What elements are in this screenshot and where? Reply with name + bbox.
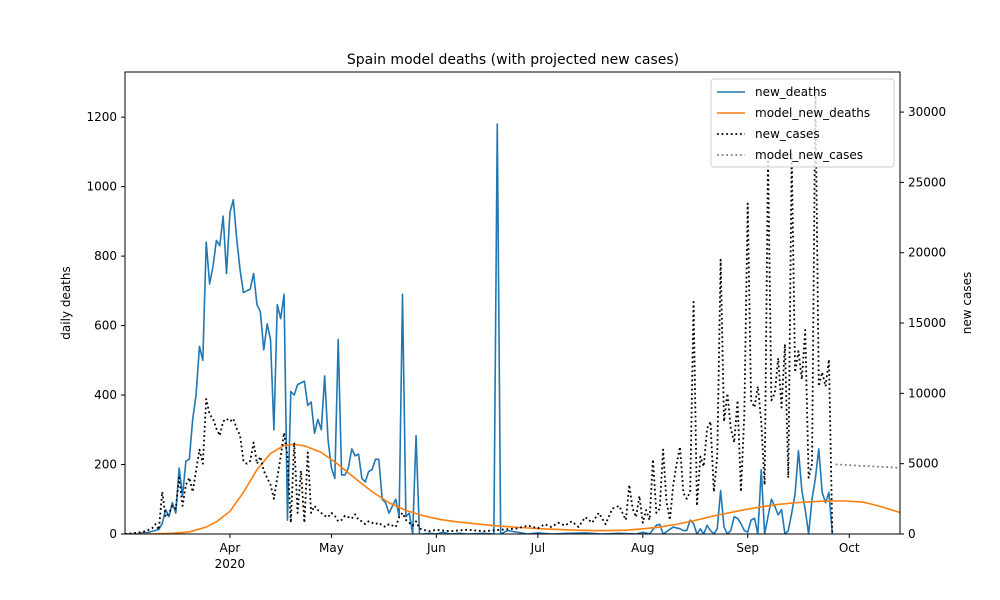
legend: new_deaths model_new_deaths new_casesmodel…: [710, 78, 895, 168]
x-tick-label: Aug: [631, 541, 654, 555]
y-tick-label: 1200: [86, 110, 117, 124]
x-tick-sublabel: 2020: [215, 557, 246, 571]
y2-tick-label: 15000: [908, 316, 946, 330]
y2-axis-label: new cases: [960, 272, 974, 334]
y2-tick-label: 20000: [908, 246, 946, 260]
y2-tick-label: 10000: [908, 386, 946, 400]
series-line-new-cases: [125, 90, 834, 534]
plot-area: [125, 90, 900, 534]
plot-frame: [124, 71, 901, 535]
series-line-new-deaths: [125, 123, 834, 534]
y2-tick-label: 30000: [908, 105, 946, 119]
y-tick-label: 200: [94, 458, 117, 472]
legend-box: [710, 78, 895, 168]
y2-tick-label: 5000: [908, 457, 939, 471]
legend-label-model-new-deaths: model_new_deaths: [755, 106, 870, 120]
axes: 0 200 400 600 800 1000 1200 0 5000 10000 15000 2000…: [86, 71, 946, 571]
chart-title: Spain model deaths (with projected new c…: [347, 52, 679, 68]
y-tick-label: 400: [94, 388, 117, 402]
x-tick-label: Sep: [736, 541, 759, 555]
y-tick-label: 800: [94, 249, 117, 263]
x-tick-label: Jul: [530, 541, 545, 555]
y-tick-label: 1000: [86, 180, 117, 194]
y2-tick-label: 0: [908, 527, 916, 541]
series-line-model-new-cases: [835, 463, 900, 469]
legend-label-new-cases: new_cases: [755, 127, 820, 141]
x-tick-label: Oct: [839, 541, 860, 555]
x-tick-label: May: [319, 541, 344, 555]
y2-tick-label: 25000: [908, 175, 946, 189]
x-tick-label: Apr: [220, 541, 241, 555]
y-tick-label: 0: [109, 527, 117, 541]
y-tick-label: 600: [94, 319, 117, 333]
series-line-model-new-deaths: [125, 443, 900, 534]
legend-label-model-new-cases: model_new_cases: [755, 148, 863, 162]
x-tick-label: Jun: [426, 541, 446, 555]
legend-label-new-deaths: new_deaths: [755, 85, 827, 99]
y-axis-label: daily deaths: [59, 266, 73, 339]
